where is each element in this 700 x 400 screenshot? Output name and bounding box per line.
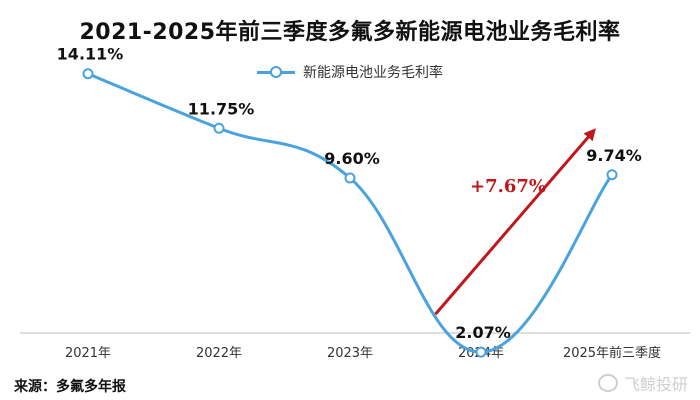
watermark: 飞鲸投研 — [597, 371, 688, 395]
series-line — [87, 72, 614, 354]
data-label: 11.75% — [188, 99, 255, 118]
data-point — [475, 346, 487, 358]
data-label: 9.60% — [324, 149, 380, 168]
x-tick-label: 2021年 — [65, 346, 111, 361]
x-tick-label: 2022年 — [196, 346, 242, 361]
legend-label: 新能源电池业务毛利率 — [303, 65, 443, 81]
data-label: 14.11% — [57, 45, 124, 64]
x-tick-label: 2025年前三季度 — [563, 345, 661, 361]
chart-legend: 新能源电池业务毛利率 — [0, 62, 700, 82]
weibo-icon — [597, 374, 618, 392]
annotation-label: +7.67% — [470, 176, 546, 197]
source-note: 来源：多氟多年报 — [14, 379, 126, 395]
data-label: 2.07% — [455, 323, 511, 342]
watermark-label: 飞鲸投研 — [623, 375, 688, 394]
annotation-arrow — [434, 128, 596, 316]
data-point — [344, 172, 356, 184]
data-point — [82, 68, 94, 80]
data-point — [606, 169, 618, 181]
legend-line-marker — [257, 66, 295, 78]
data-point — [213, 122, 225, 134]
chart-title: 2021-2025年前三季度多氟多新能源电池业务毛利率 — [79, 20, 621, 45]
data-label: 9.74% — [586, 146, 642, 165]
x-tick-label: 2023年 — [327, 346, 373, 361]
